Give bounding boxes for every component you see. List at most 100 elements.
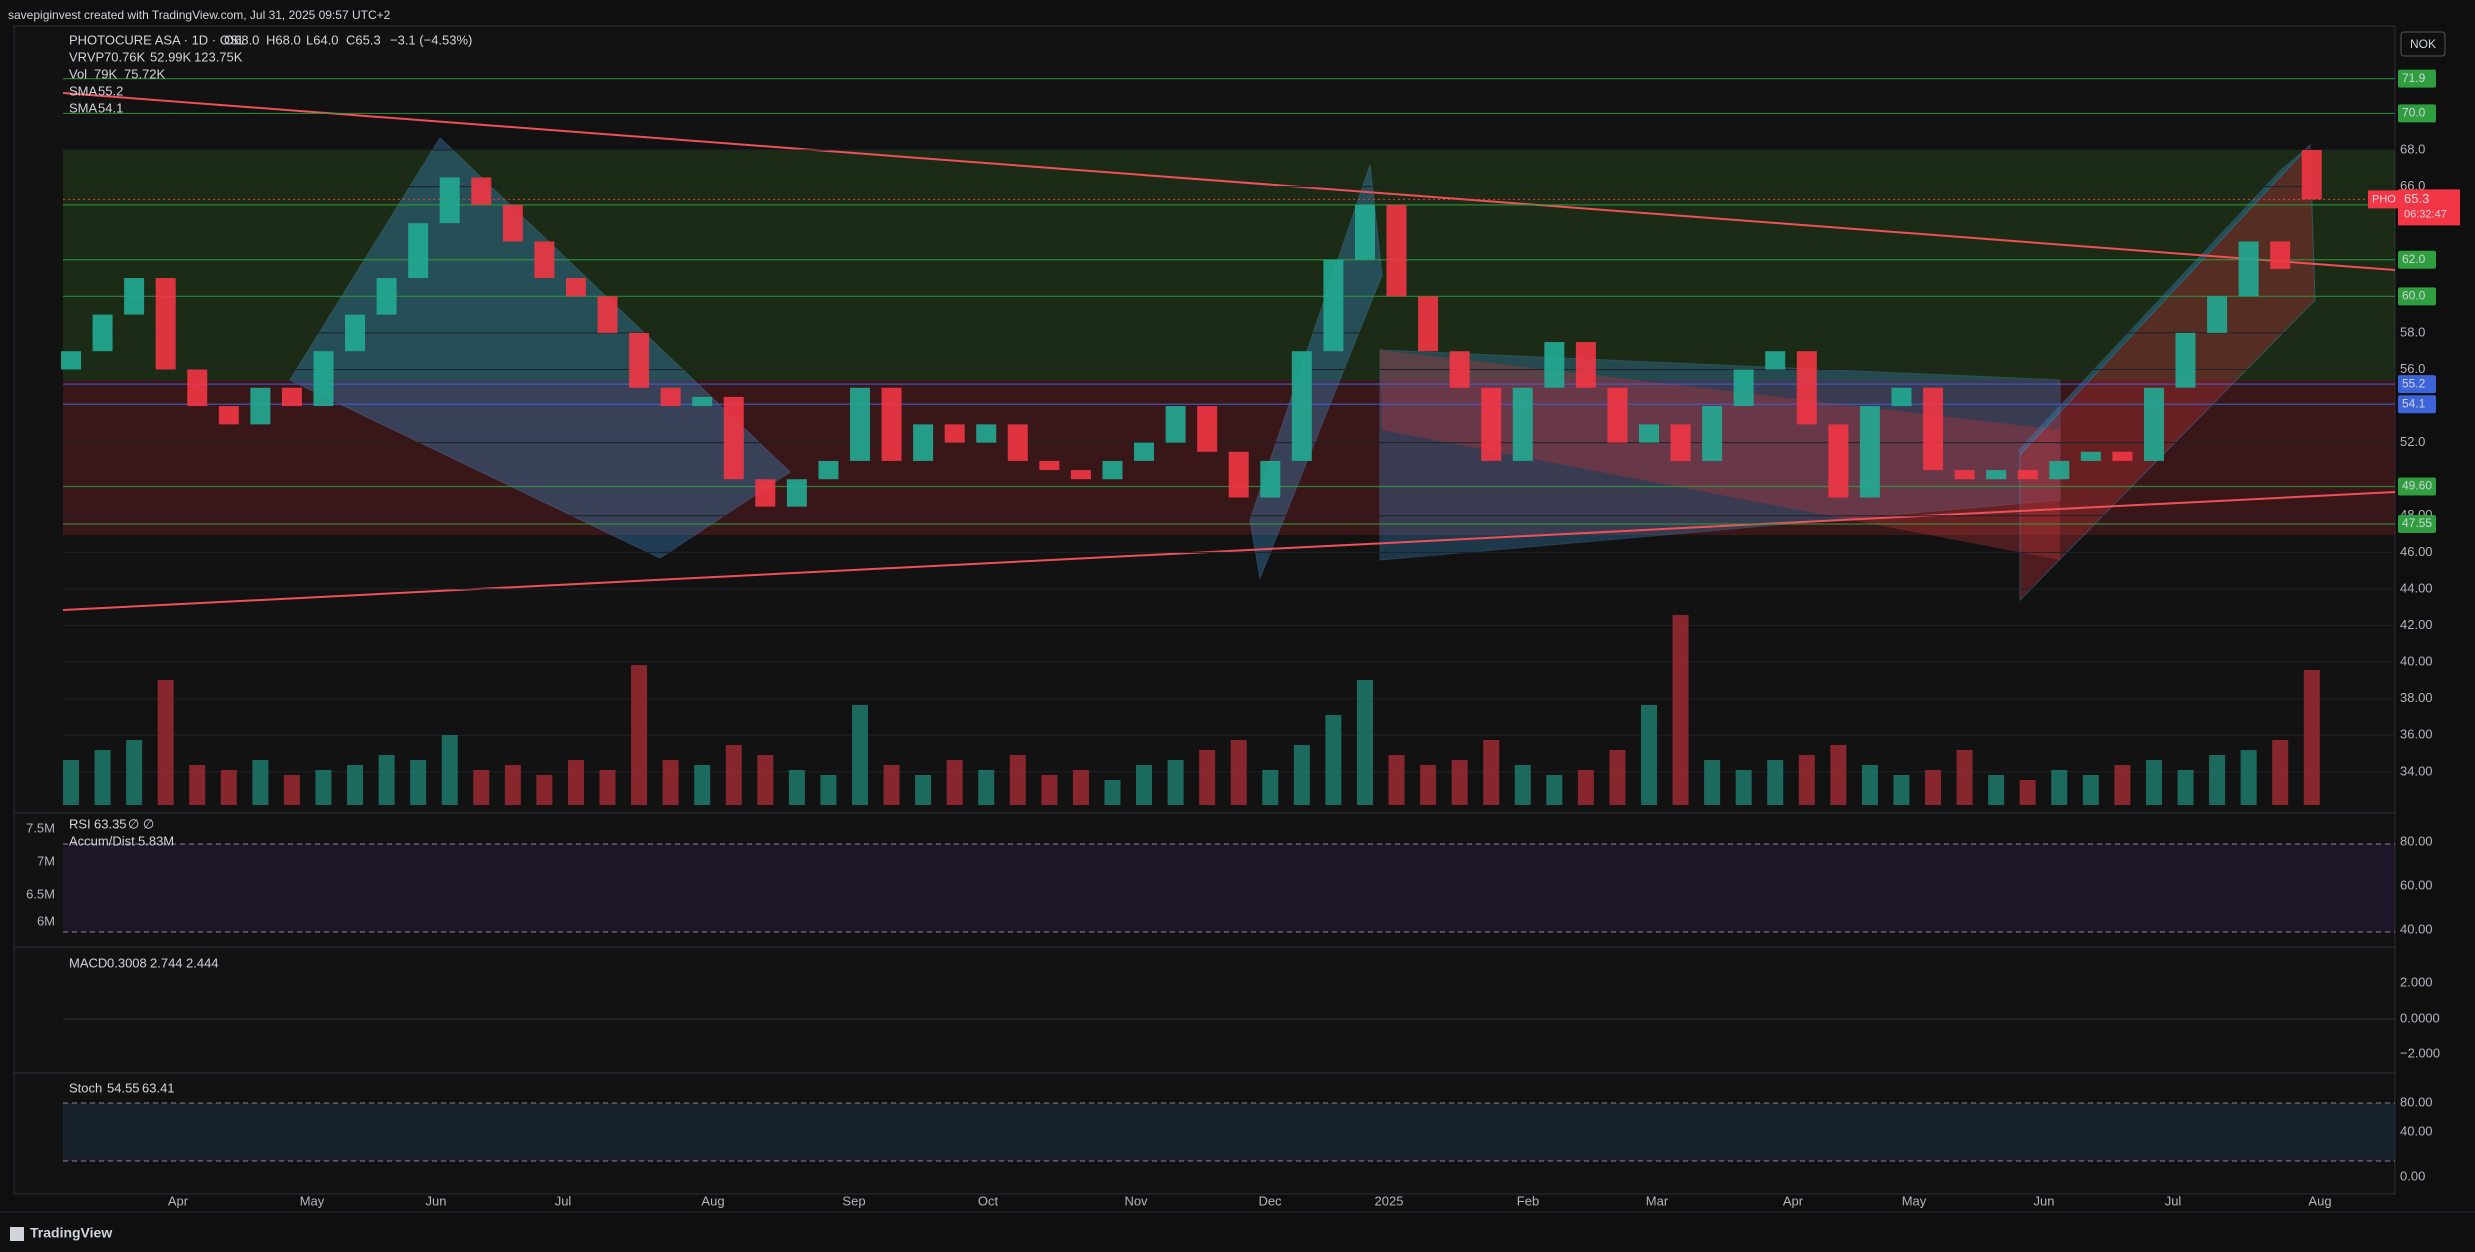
candle — [786, 479, 807, 507]
ad-tick-label: 6.5M — [26, 886, 55, 901]
time-tick-label: Dec — [1258, 1193, 1282, 1208]
candle — [1986, 470, 2007, 480]
volume-bar — [1704, 760, 1721, 805]
volume-bar — [1514, 765, 1531, 805]
time-tick-label: Apr — [168, 1193, 189, 1208]
candle — [502, 204, 523, 242]
volume-bar — [1767, 760, 1784, 805]
sma-name: SMA — [69, 100, 98, 115]
candle — [1954, 470, 1975, 480]
level-badge — [2398, 104, 2436, 123]
candle — [281, 387, 302, 407]
ohlc-low: L64.0 — [306, 32, 339, 47]
volume-bar — [410, 760, 427, 805]
credit: savepiginvest created with TradingView.c… — [8, 8, 391, 22]
stoch-tick-label: 80.00 — [2400, 1094, 2433, 1109]
time-tick-label: Nov — [1124, 1193, 1148, 1208]
candle — [1481, 387, 1502, 461]
candle — [2270, 241, 2291, 269]
candle — [2175, 332, 2196, 388]
volume-bar — [1388, 755, 1405, 805]
volume-bar — [662, 760, 679, 805]
macd-value: 2.744 — [150, 955, 183, 970]
currency[interactable]: NOK — [2410, 37, 2436, 51]
volume-bar — [252, 760, 269, 805]
volume-bar — [1072, 770, 1089, 805]
rsi-name: RSI — [69, 816, 91, 831]
volume-bar — [1041, 775, 1058, 805]
price-tick-label: 34.00 — [2400, 763, 2433, 778]
vol-value: 79K — [94, 66, 117, 81]
stoch-tick-label: 0.00 — [2400, 1168, 2425, 1183]
currency-button[interactable] — [2400, 31, 2446, 57]
candle — [1418, 296, 1439, 352]
candle — [1070, 470, 1091, 480]
price-tick-label: 40.00 — [2400, 654, 2433, 669]
volume-bar — [788, 770, 805, 805]
vrvp-value: 70.76K — [104, 49, 146, 64]
price-tick-label: 36.00 — [2400, 727, 2433, 742]
candle — [881, 387, 902, 461]
price-tick-label: 68.0 — [2400, 141, 2425, 156]
candle — [1544, 342, 1565, 388]
volume-bar — [1735, 770, 1752, 805]
volume-bar — [378, 755, 395, 805]
candle — [1702, 406, 1723, 461]
volume-bar — [2114, 765, 2131, 805]
level-badge — [2398, 515, 2436, 534]
volume-bar — [347, 765, 364, 805]
volume-bar — [189, 765, 206, 805]
level-badge-label: 62.0 — [2402, 252, 2426, 266]
rsi-band — [63, 844, 2395, 932]
candle — [155, 278, 176, 370]
rsi-tick-label: 80.00 — [2400, 833, 2433, 848]
chart-frame — [13, 25, 2396, 1195]
volume-bar — [915, 775, 932, 805]
candle — [629, 332, 650, 388]
volume-bar — [1861, 765, 1878, 805]
volume-bar — [536, 775, 553, 805]
candle — [1039, 460, 1060, 471]
price-tick-label: 52.0 — [2400, 434, 2425, 449]
change: −3.1 (−4.53%) — [390, 32, 472, 47]
time-tick-label: May — [1902, 1193, 1927, 1208]
time-tick-label: Mar — [1646, 1193, 1669, 1208]
volume-bar — [599, 770, 616, 805]
candle — [1386, 204, 1407, 297]
time-tick-label: Aug — [701, 1193, 724, 1208]
volume-bar — [2145, 760, 2162, 805]
volume-bar — [1293, 745, 1310, 805]
volume-bar — [631, 665, 648, 805]
volume-bar — [283, 775, 300, 805]
volume-bar — [2209, 755, 2226, 805]
time-tick-label: Jul — [555, 1193, 572, 1208]
vrvp-value: 52.99K — [150, 49, 192, 64]
volume-bar — [2272, 740, 2289, 805]
ticker-badge — [2368, 190, 2398, 209]
candle — [2017, 470, 2038, 480]
candle — [2080, 451, 2101, 461]
volume-bar — [1230, 740, 1247, 805]
candle — [723, 396, 744, 480]
ad-name: Accum/Dist — [69, 833, 135, 848]
time-tick-label: Jun — [2034, 1193, 2055, 1208]
volume-bar — [1641, 705, 1657, 805]
time-tick-label: Jul — [2165, 1193, 2182, 1208]
ohlc-close: C65.3 — [346, 32, 381, 47]
rsi-tick-label: 40.00 — [2400, 921, 2433, 936]
stoch-value: 63.41 — [142, 1080, 175, 1095]
level-badge — [2398, 375, 2436, 394]
volume-bar — [2051, 770, 2068, 805]
candle — [1796, 351, 1817, 425]
volume-bar — [1167, 760, 1184, 805]
level-badge — [2398, 287, 2436, 306]
volume-bar — [820, 775, 837, 805]
candle — [1859, 406, 1880, 498]
volume-bar — [1798, 755, 1815, 805]
level-badge — [2398, 395, 2436, 414]
candle — [2143, 387, 2164, 461]
price-tick-label: 66.0 — [2400, 178, 2425, 193]
trend-line — [62, 491, 2396, 611]
volume-bar — [946, 760, 963, 805]
